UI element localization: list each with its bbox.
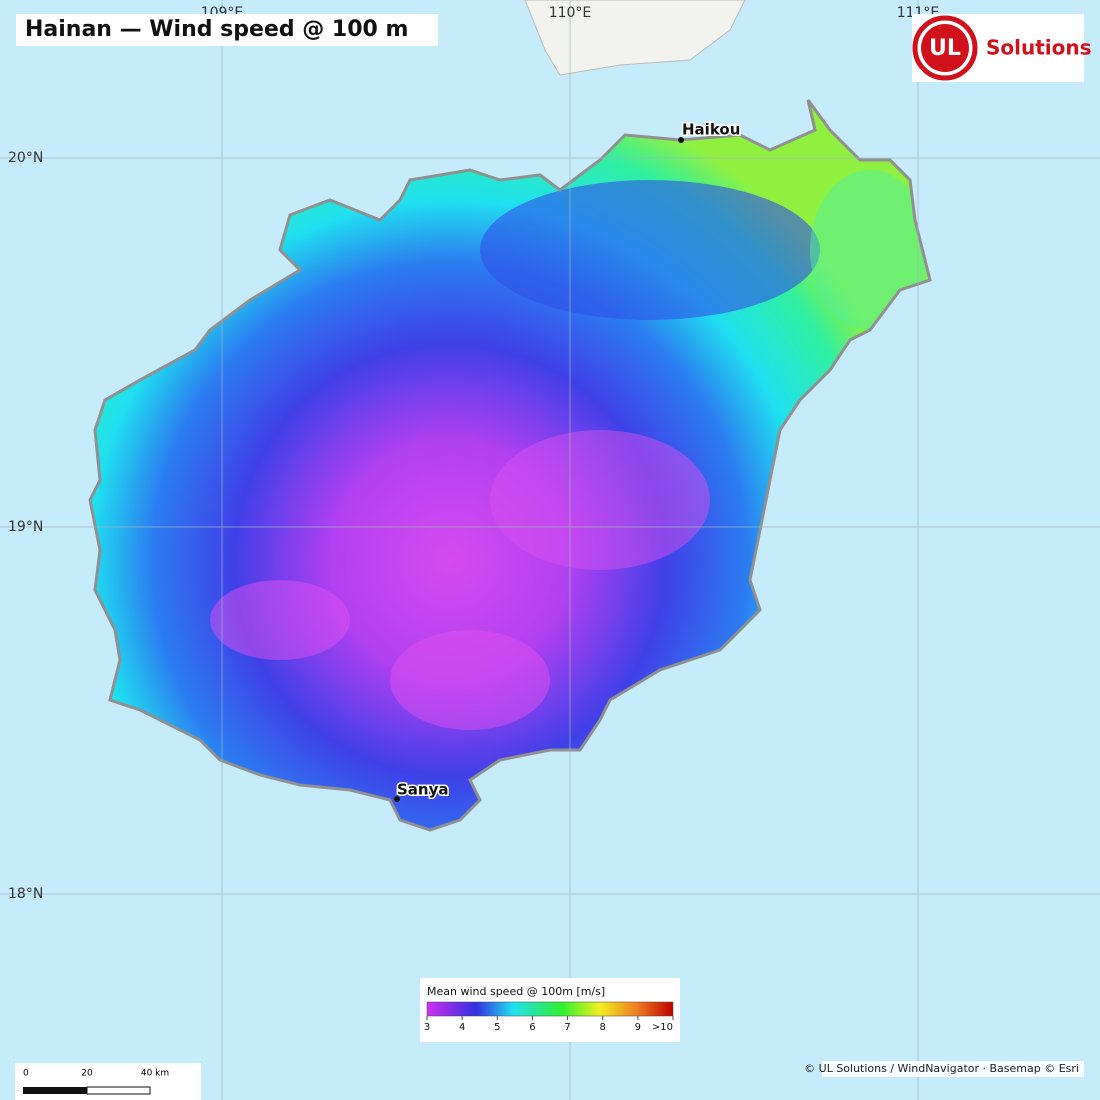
wind-blob: [390, 630, 550, 730]
attribution: © UL Solutions / WindNavigator · Basemap…: [804, 1062, 1079, 1075]
city-label: Sanya: [397, 781, 449, 799]
colorbar-tick-label: 7: [564, 1022, 570, 1033]
city-dot: [678, 137, 684, 143]
colorbar: [426, 1001, 674, 1017]
colorbar-tick-label: 3: [424, 1022, 430, 1033]
legend-title: Mean wind speed @ 100m [m/s]: [427, 985, 605, 998]
wind-blob: [490, 430, 710, 570]
latitude-label: 19°N: [8, 519, 43, 535]
colorbar-tick-label: >10: [652, 1022, 673, 1033]
map-title: Hainan — Wind speed @ 100 m: [25, 17, 408, 42]
city-label: Haikou: [682, 121, 740, 139]
wind-blob: [210, 580, 350, 660]
colorbar-tick-label: 9: [635, 1022, 641, 1033]
logo-text: Solutions: [986, 36, 1092, 60]
attribution-box: [822, 1061, 1084, 1077]
logo-disc: [921, 24, 969, 72]
scale-label: 20: [81, 1069, 93, 1079]
scale-segment: [23, 1087, 87, 1094]
colorbar-tick-label: 6: [529, 1022, 535, 1033]
colorbar-tick-label: 5: [494, 1022, 500, 1033]
legend-ticks: 3 4 5 6 7 8 9 >10: [424, 1016, 674, 1033]
title-box: [16, 14, 438, 46]
latitude-label: 18°N: [8, 886, 43, 902]
logo-mark: UL: [929, 36, 961, 61]
longitude-label: 110°E: [549, 5, 592, 21]
scale-label: 40 km: [141, 1069, 169, 1079]
wind-blob: [480, 180, 820, 320]
mainland: [524, 0, 746, 76]
scale-label: 0: [23, 1069, 29, 1079]
latitude-label: 20°N: [8, 150, 43, 166]
colorbar-tick-label: 4: [459, 1022, 465, 1033]
city-dot: [394, 796, 400, 802]
colorbar-tick-label: 8: [600, 1022, 606, 1033]
scale-segment: [86, 1086, 151, 1095]
